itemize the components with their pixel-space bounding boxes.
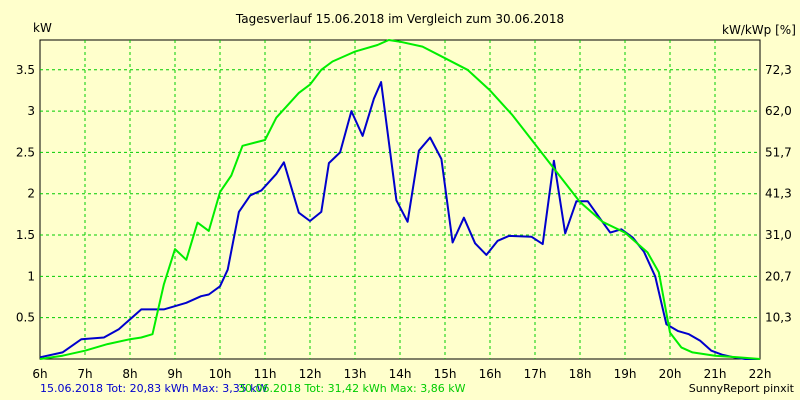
- y-tick-label-right: 31,0: [765, 228, 792, 242]
- x-tick-label: 7h: [77, 367, 92, 381]
- x-tick-label: 16h: [479, 367, 502, 381]
- x-tick-label: 12h: [299, 367, 322, 381]
- x-tick-label: 17h: [524, 367, 547, 381]
- y-tick-label-left: 2: [27, 187, 35, 201]
- x-tick-label: 22h: [749, 367, 772, 381]
- y-tick-label-right: 10,3: [765, 311, 792, 325]
- x-tick-label: 18h: [569, 367, 592, 381]
- y-axis-right-label: kW/kWp [%]: [722, 23, 796, 37]
- y-tick-label-right: 62,0: [765, 104, 792, 118]
- x-tick-label: 21h: [704, 367, 727, 381]
- footer-series-2-summary: 30.06.2018 Tot: 31,42 kWh Max: 3,86 kW: [238, 382, 466, 395]
- y-tick-label-left: 1.5: [16, 228, 35, 242]
- x-tick-label: 6h: [32, 367, 47, 381]
- y-tick-label-left: 3: [27, 104, 35, 118]
- x-tick-label: 10h: [209, 367, 232, 381]
- y-tick-label-right: 41,3: [765, 187, 792, 201]
- x-tick-label: 11h: [254, 367, 277, 381]
- footer-credit: SunnyReport pinxit: [689, 382, 795, 395]
- x-tick-label: 20h: [659, 367, 682, 381]
- y-tick-label-right: 51,7: [765, 145, 792, 159]
- y-axis-left-ticks: 0.5 1 1.5 2 2.5 3 3.5: [16, 63, 35, 325]
- chart-title: Tagesverlauf 15.06.2018 im Vergleich zum…: [235, 12, 564, 26]
- y-tick-label-right: 72,3: [765, 63, 792, 77]
- x-tick-label: 8h: [122, 367, 137, 381]
- x-axis-ticks: 6h 7h 8h 9h 10h 11h 12h 13h 14h 15h 16h 17h 18h 19h 20…: [32, 367, 771, 381]
- series-line-2: [39, 39, 761, 360]
- footer-series-1-summary: 15.06.2018 Tot: 20,83 kWh Max: 3,35 kW: [40, 382, 268, 395]
- y-axis-right-ticks: 10,3 20,7 31,0 41,3 51,7 62,0 72,3: [765, 63, 792, 325]
- y-tick-label-left: 2.5: [16, 145, 35, 159]
- series-line-1: [39, 81, 760, 360]
- y-tick-label-left: 3.5: [16, 63, 35, 77]
- y-tick-label-left: 1: [27, 269, 35, 283]
- x-tick-label: 15h: [434, 367, 457, 381]
- y-axis-left-label: kW: [33, 21, 52, 35]
- x-tick-label: 9h: [167, 367, 182, 381]
- series-lines: [39, 39, 761, 360]
- x-tick-label: 13h: [344, 367, 367, 381]
- x-tick-label: 14h: [389, 367, 412, 381]
- y-tick-label-right: 20,7: [765, 269, 792, 283]
- x-tick-label: 19h: [614, 367, 637, 381]
- y-tick-label-left: 0.5: [16, 311, 35, 325]
